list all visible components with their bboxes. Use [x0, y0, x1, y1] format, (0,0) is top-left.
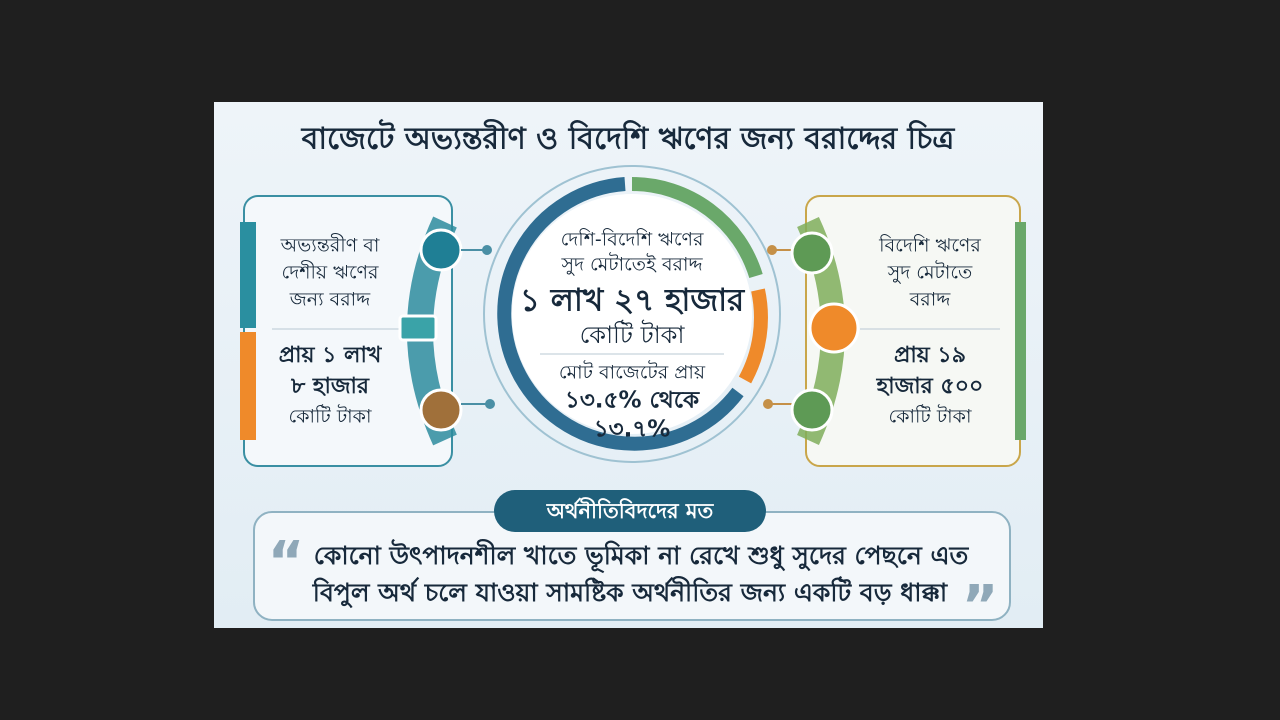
donut-green-arc	[631, 177, 763, 279]
center-amount: কোটি টাকা	[580, 320, 686, 349]
center-caption: সুদ মেটাতেই বরাদ্দ	[560, 253, 703, 276]
left-bar-bottom	[240, 332, 256, 440]
right-bar	[1015, 222, 1026, 440]
quote-line: বিপুল অর্থ চলে যাওয়া সামষ্টিক অর্থনীতির…	[312, 576, 949, 609]
donut-outline	[483, 165, 781, 463]
center-share: মোট বাজেটের প্রায়	[559, 361, 706, 384]
left-amount: ৮ হাজার	[290, 374, 370, 399]
open-quote: “	[268, 530, 305, 595]
quote-line: কোনো উৎপাদনশীল খাতে ভূমিকা না রেখে শুধু …	[314, 539, 970, 573]
hand-coin-icon	[419, 388, 463, 432]
close-quote: ”	[962, 574, 999, 639]
right-connectors	[763, 245, 792, 409]
cash-icon	[398, 314, 438, 342]
donut-center	[512, 194, 752, 434]
left-label: অভ্যন্তরীণ বা	[280, 234, 380, 257]
right-amount: হাজার ৫০০	[876, 374, 984, 399]
right-amount: কোটি টাকা	[888, 405, 971, 428]
left-amount: কোটি টাকা	[288, 405, 371, 428]
left-bar-top	[240, 222, 256, 328]
right-label: বরাদ্দ	[909, 289, 952, 311]
left-label: দেশীয় ঋণের	[282, 261, 379, 284]
taka-icon	[419, 228, 463, 272]
left-amount: প্রায় ১ লাখ	[279, 343, 383, 368]
opinion-heading: অর্থনীতিবিদদের মত	[546, 497, 715, 523]
opinion-badge	[494, 490, 766, 532]
right-amount: প্রায় ১৯	[894, 343, 966, 368]
left-panel	[243, 195, 453, 467]
left-connectors	[461, 245, 495, 409]
center-amount: ১ লাখ ২৭ হাজার	[520, 283, 745, 319]
globe-icon	[808, 302, 860, 354]
title: বাজেটে অভ্যন্তরীণ ও বিদেশি ঋণের জন্য বরা…	[301, 119, 956, 157]
right-label: সুদ মেটাতে	[887, 261, 973, 284]
center-share: ১৩.৭%	[594, 417, 671, 443]
center-caption: দেশি-বিদেশি ঋণের	[561, 229, 704, 251]
donut-blue-arc	[497, 177, 744, 451]
left-label: জন্য বরাদ্দ	[289, 289, 371, 311]
donut-orange-arc	[738, 288, 768, 384]
coins-icon	[790, 388, 834, 432]
center-share: ১৩.৫% থেকে	[565, 388, 700, 414]
money-icon	[790, 231, 834, 275]
right-label: বিদেশি ঋণের	[878, 235, 981, 257]
